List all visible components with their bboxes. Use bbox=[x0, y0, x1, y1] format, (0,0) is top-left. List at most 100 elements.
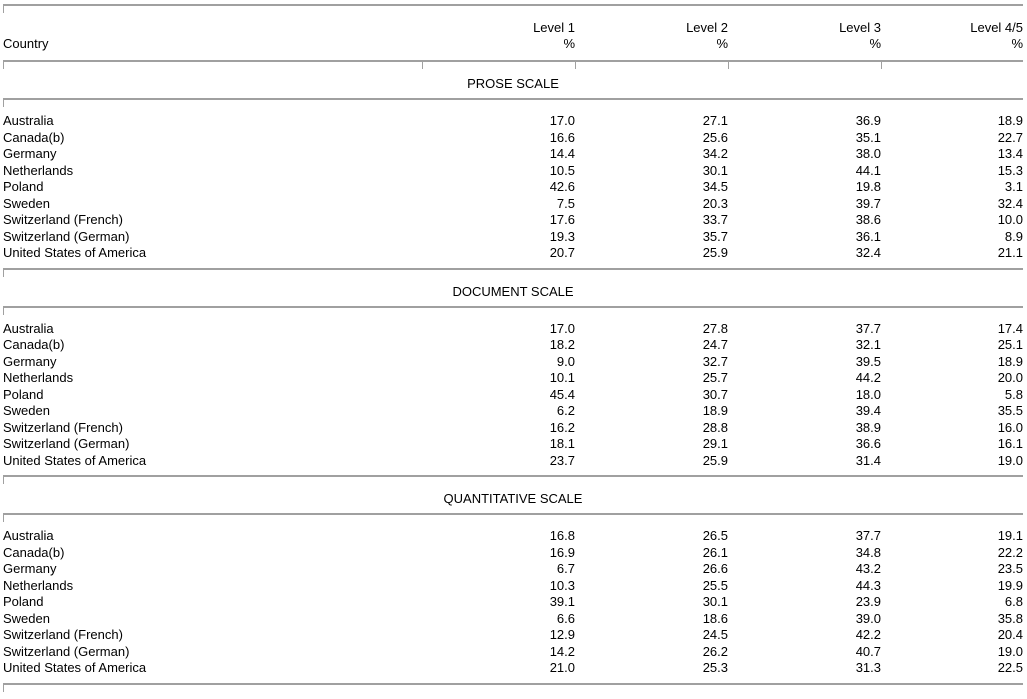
value-cell: 19.0 bbox=[997, 452, 1023, 468]
value-cell: 35.7 bbox=[702, 228, 728, 244]
country-cell: Sweden bbox=[3, 610, 50, 626]
value-cell: 39.7 bbox=[855, 195, 881, 211]
country-cell: United States of America bbox=[3, 660, 147, 675]
country-cell: Switzerland (French) bbox=[3, 212, 123, 227]
value-cell: 38.9 bbox=[855, 419, 881, 435]
value-cell: 18.9 bbox=[702, 403, 728, 418]
column-label: Level 3 bbox=[839, 20, 881, 35]
value-cell: 20.3 bbox=[702, 195, 728, 211]
value-cell: 18.1 bbox=[549, 436, 575, 451]
table-row: Sweden 6.2 18.9 39.4 35.5 bbox=[3, 403, 1023, 420]
value-cell: 21.1 bbox=[997, 245, 1023, 260]
section-rows: Australia 17.0 27.1 36.9 18.9 Canada(b) 16.6 25… bbox=[3, 100, 1023, 268]
country-cell: Germany bbox=[3, 146, 57, 161]
value-cell: 27.1 bbox=[702, 113, 728, 128]
section-title: QUANTITATIVE SCALE bbox=[3, 477, 1023, 513]
country-cell: Switzerland (French) bbox=[3, 419, 123, 435]
value-cell: 30.7 bbox=[702, 386, 728, 402]
value-cell: 22.5 bbox=[997, 660, 1023, 675]
table-row: Poland 39.1 30.1 23.9 6.8 bbox=[3, 594, 1023, 611]
value-cell: 10.1 bbox=[549, 370, 575, 385]
section-title-text: PROSE SCALE bbox=[467, 76, 559, 91]
country-cell: United States of America bbox=[3, 245, 147, 260]
value-cell: 6.8 bbox=[1004, 594, 1023, 609]
table-row: Poland 42.6 34.5 19.8 3.1 bbox=[3, 179, 1023, 196]
country-cell: Australia bbox=[3, 320, 54, 336]
table-row: Switzerland (German) 14.2 26.2 40.7 19.0 bbox=[3, 644, 1023, 661]
value-cell: 25.3 bbox=[702, 660, 728, 675]
section-bottom-rule bbox=[3, 267, 1023, 277]
value-cell: 30.1 bbox=[702, 162, 728, 178]
column-unit: % bbox=[716, 36, 728, 51]
table-row: Australia 17.0 27.8 37.7 17.4 bbox=[3, 321, 1023, 338]
value-cell: 34.2 bbox=[702, 146, 728, 161]
value-cell: 25.6 bbox=[702, 129, 728, 145]
section-rows: Australia 17.0 27.8 37.7 17.4 Canada(b) 18.2 24… bbox=[3, 308, 1023, 476]
table-row: United States of America 21.0 25.3 31.3 22.5 bbox=[3, 660, 1023, 677]
country-cell: Australia bbox=[3, 113, 54, 128]
value-cell: 35.1 bbox=[855, 129, 881, 145]
value-cell: 10.5 bbox=[549, 162, 575, 178]
value-cell: 32.4 bbox=[997, 195, 1023, 211]
column-label: Level 2 bbox=[686, 20, 728, 35]
value-cell: 25.9 bbox=[702, 245, 728, 260]
country-cell: Australia bbox=[3, 528, 54, 543]
value-cell: 18.2 bbox=[549, 337, 575, 352]
value-cell: 17.4 bbox=[997, 320, 1023, 336]
section-title: PROSE SCALE bbox=[3, 62, 1023, 98]
country-cell: Netherlands bbox=[3, 370, 74, 385]
value-cell: 9.0 bbox=[556, 353, 575, 369]
value-cell: 32.1 bbox=[855, 337, 881, 352]
table-row: Netherlands 10.1 25.7 44.2 20.0 bbox=[3, 370, 1023, 387]
section-rule bbox=[3, 513, 1023, 522]
table-row: Germany 6.7 26.6 43.2 23.5 bbox=[3, 561, 1023, 578]
value-cell: 16.0 bbox=[997, 419, 1023, 435]
table-header: Country Level 1% Level 2% Level 3% Level… bbox=[3, 6, 1023, 60]
table-row: Netherlands 10.5 30.1 44.1 15.3 bbox=[3, 163, 1023, 180]
column-header-level-4-5: Level 4/5% bbox=[970, 20, 1023, 52]
value-cell: 18.9 bbox=[997, 353, 1023, 369]
value-cell: 19.9 bbox=[997, 577, 1023, 593]
table-row: United States of America 20.7 25.9 32.4 21.1 bbox=[3, 245, 1023, 262]
value-cell: 16.8 bbox=[549, 528, 575, 543]
value-cell: 31.4 bbox=[855, 452, 881, 468]
value-cell: 18.9 bbox=[997, 113, 1023, 128]
value-cell: 17.0 bbox=[549, 113, 575, 128]
value-cell: 31.3 bbox=[855, 660, 881, 675]
table-row: Switzerland (French) 12.9 24.5 42.2 20.4 bbox=[3, 627, 1023, 644]
value-cell: 8.9 bbox=[1004, 228, 1023, 244]
value-cell: 34.8 bbox=[855, 544, 881, 560]
column-header-level-1: Level 1% bbox=[533, 20, 575, 52]
value-cell: 39.1 bbox=[549, 594, 575, 609]
table-row: Netherlands 10.3 25.5 44.3 19.9 bbox=[3, 578, 1023, 595]
country-cell: Canada(b) bbox=[3, 544, 65, 560]
country-cell: Poland bbox=[3, 386, 44, 402]
value-cell: 25.1 bbox=[997, 337, 1023, 352]
value-cell: 29.1 bbox=[702, 436, 728, 451]
value-cell: 24.7 bbox=[702, 337, 728, 352]
value-cell: 12.9 bbox=[549, 627, 575, 642]
section-document-scale: DOCUMENT SCALE Australia 17.0 27.8 37.7 17.4 C… bbox=[3, 270, 1023, 484]
table-row: Canada(b) 16.6 25.6 35.1 22.7 bbox=[3, 130, 1023, 147]
country-cell: Poland bbox=[3, 594, 44, 609]
value-cell: 37.7 bbox=[855, 320, 881, 336]
section-title-text: DOCUMENT SCALE bbox=[452, 283, 574, 299]
value-cell: 22.2 bbox=[997, 544, 1023, 560]
value-cell: 19.1 bbox=[997, 528, 1023, 543]
value-cell: 21.0 bbox=[549, 660, 575, 675]
value-cell: 13.4 bbox=[997, 146, 1023, 161]
value-cell: 17.6 bbox=[549, 212, 575, 227]
value-cell: 28.8 bbox=[702, 419, 728, 435]
table-row: Germany 9.0 32.7 39.5 18.9 bbox=[3, 354, 1023, 371]
value-cell: 27.8 bbox=[702, 320, 728, 336]
column-header-country: Country bbox=[3, 36, 49, 51]
value-cell: 14.4 bbox=[549, 146, 575, 161]
value-cell: 37.7 bbox=[855, 528, 881, 543]
country-cell: Germany bbox=[3, 561, 57, 576]
section-rule bbox=[3, 305, 1023, 315]
table-row: Switzerland (French) 17.6 33.7 38.6 10.0 bbox=[3, 212, 1023, 229]
value-cell: 18.0 bbox=[855, 386, 881, 402]
value-cell: 26.2 bbox=[702, 643, 728, 659]
value-cell: 26.6 bbox=[702, 561, 728, 576]
value-cell: 45.4 bbox=[549, 386, 575, 402]
